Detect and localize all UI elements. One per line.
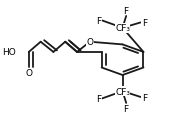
Text: F: F bbox=[96, 94, 102, 103]
Text: F: F bbox=[96, 17, 102, 26]
Text: CF₃: CF₃ bbox=[115, 24, 130, 33]
Text: F: F bbox=[142, 19, 147, 28]
Text: CF₃: CF₃ bbox=[115, 87, 130, 96]
Text: HO: HO bbox=[2, 48, 16, 57]
Text: F: F bbox=[124, 104, 129, 113]
Text: F: F bbox=[124, 7, 129, 16]
Text: F: F bbox=[142, 93, 147, 102]
Text: O: O bbox=[86, 38, 93, 47]
Text: O: O bbox=[25, 68, 32, 77]
